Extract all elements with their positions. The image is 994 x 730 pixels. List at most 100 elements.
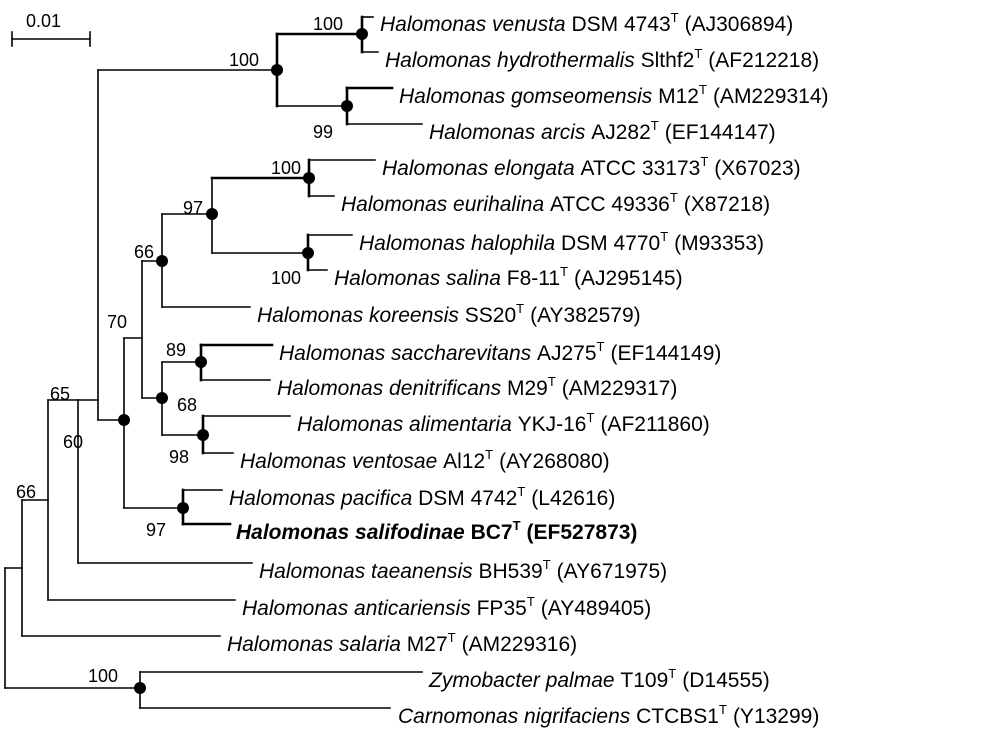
node-dot — [341, 100, 353, 112]
leaf-labels: Halomonas venusta DSM 4743T (AJ306894)Hal… — [227, 10, 829, 728]
type-strain-superscript: T — [560, 264, 568, 279]
bootstrap-value: 100 — [271, 158, 301, 178]
node-markers — [118, 28, 368, 694]
strain-id: DSM 4743 — [571, 13, 670, 36]
scale-bar-label: 0.01 — [26, 11, 61, 31]
leaf-label-hydrothermalis: Halomonas hydrothermalis Slthf2T (AF21221… — [385, 46, 819, 72]
strain-id: Al12 — [443, 450, 485, 473]
accession-number: (AY671975) — [557, 560, 668, 583]
type-strain-superscript: T — [700, 154, 708, 169]
strain-id: BC7 — [471, 521, 513, 544]
strain-id: ATCC 49336 — [550, 193, 670, 216]
accession-number: (M93353) — [674, 232, 764, 255]
leaf-label-taeanensis: Halomonas taeanensis BH539T (AY671975) — [259, 557, 667, 583]
accession-number: (AJ306894) — [685, 13, 794, 36]
accession-number: (L42616) — [531, 487, 615, 510]
node-dot — [195, 356, 207, 368]
type-strain-superscript: T — [694, 46, 702, 61]
taxon-name: Halomonas pacifica — [229, 487, 418, 510]
leaf-label-ventosae: Halomonas ventosae Al12T (AY268080) — [240, 447, 610, 473]
strain-id: DSM 4742 — [418, 487, 517, 510]
strain-id: BH539 — [478, 560, 542, 583]
leaf-label-nigrificiens: Carnomonas nigrifaciens CTCBS1T (Y13299) — [398, 702, 819, 728]
strain-id: Slthf2 — [641, 49, 695, 72]
accession-number: (AY489405) — [541, 597, 652, 620]
taxon-name: Halomonas anticariensis — [242, 597, 477, 620]
strain-id: CTCBS1 — [636, 705, 719, 728]
taxon-name: Halomonas hydrothermalis — [385, 49, 641, 72]
node-dot — [197, 429, 209, 441]
bootstrap-value: 99 — [313, 122, 333, 142]
leaf-label-denitrificans: Halomonas denitrificans M29T (AM229317) — [277, 374, 677, 400]
leaf-label-salaria: Halomonas salaria M27T (AM229316) — [227, 630, 577, 656]
node-dot — [156, 392, 168, 404]
type-strain-superscript: T — [586, 410, 594, 425]
strain-id: SS20 — [465, 304, 516, 327]
accession-number: (X67023) — [714, 157, 800, 180]
bootstrap-value: 100 — [313, 14, 343, 34]
taxon-name: Halomonas alimentaria — [297, 413, 518, 436]
accession-number: (EF527873) — [527, 521, 638, 544]
taxon-name: Halomonas halophila — [359, 232, 561, 255]
taxon-name: Carnomonas nigrifaciens — [398, 705, 636, 728]
taxon-name: Halomonas koreensis — [257, 304, 465, 327]
type-strain-superscript: T — [668, 666, 676, 681]
node-dot — [356, 28, 368, 40]
node-dot — [134, 682, 146, 694]
strain-id: DSM 4770 — [561, 232, 660, 255]
bootstrap-value: 100 — [229, 50, 259, 70]
bootstrap-value: 70 — [107, 312, 127, 332]
leaf-label-arcis: Halomonas arcis AJ282T (EF144147) — [429, 118, 776, 144]
bootstrap-value: 97 — [146, 520, 166, 540]
type-strain-superscript: T — [597, 339, 605, 354]
strain-id: YKJ-16 — [518, 413, 587, 436]
scale-bar: 0.01 — [11, 11, 91, 47]
node-dot — [206, 208, 218, 220]
taxon-name: Zymobacter palmae — [428, 669, 620, 692]
bootstrap-value: 100 — [271, 268, 301, 288]
accession-number: (AY382579) — [530, 304, 641, 327]
node-dot — [271, 64, 283, 76]
leaf-label-pacifica: Halomonas pacifica DSM 4742T (L42616) — [229, 484, 615, 510]
accession-number: (AM229314) — [713, 85, 829, 108]
taxon-name: Halomonas taeanensis — [259, 560, 478, 583]
taxon-name: Halomonas gomseomensis — [399, 85, 658, 108]
leaf-label-salifodinae: Halomonas salifodinae BC7T (EF527873) — [236, 518, 637, 544]
leaf-label-anticariensis: Halomonas anticariensis FP35T (AY489405) — [242, 594, 651, 620]
bootstrap-value: 98 — [169, 447, 189, 467]
leaf-label-alimentaria: Halomonas alimentaria YKJ-16T (AF211860) — [297, 410, 710, 436]
accession-number: (EF144149) — [610, 342, 721, 365]
node-dot — [177, 502, 189, 514]
type-strain-superscript: T — [719, 702, 727, 717]
accession-number: (D14555) — [682, 669, 770, 692]
leaf-label-venusta: Halomonas venusta DSM 4743T (AJ306894) — [380, 10, 793, 36]
strain-id: M27 — [407, 633, 448, 656]
strain-id: M29 — [507, 377, 548, 400]
node-dot — [303, 172, 315, 184]
taxon-name: Halomonas denitrificans — [277, 377, 507, 400]
taxon-name: Halomonas ventosae — [240, 450, 443, 473]
type-strain-superscript: T — [651, 118, 659, 133]
leaf-label-gomseomensis: Halomonas gomseomensis M12T (AM229314) — [399, 82, 829, 108]
taxon-name: Halomonas saccharevitans — [279, 342, 537, 365]
node-dot — [302, 247, 314, 259]
taxon-name: Halomonas arcis — [429, 121, 591, 144]
type-strain-superscript: T — [516, 301, 524, 316]
accession-number: (AM229316) — [462, 633, 578, 656]
strain-id: T109 — [620, 669, 668, 692]
type-strain-superscript: T — [485, 447, 493, 462]
accession-number: (AJ295145) — [574, 267, 683, 290]
type-strain-superscript: T — [548, 374, 556, 389]
taxon-name: Halomonas salina — [334, 267, 507, 290]
accession-number: (AF211860) — [600, 413, 709, 436]
leaf-label-salina: Halomonas salina F8-11T (AJ295145) — [334, 264, 683, 290]
strain-id: M12 — [658, 85, 699, 108]
type-strain-superscript: T — [699, 82, 707, 97]
accession-number: (X87218) — [684, 193, 770, 216]
type-strain-superscript: T — [670, 190, 678, 205]
type-strain-superscript: T — [671, 10, 679, 25]
bootstrap-value: 100 — [88, 666, 118, 686]
accession-number: (AY268080) — [499, 450, 610, 473]
type-strain-superscript: T — [660, 229, 668, 244]
